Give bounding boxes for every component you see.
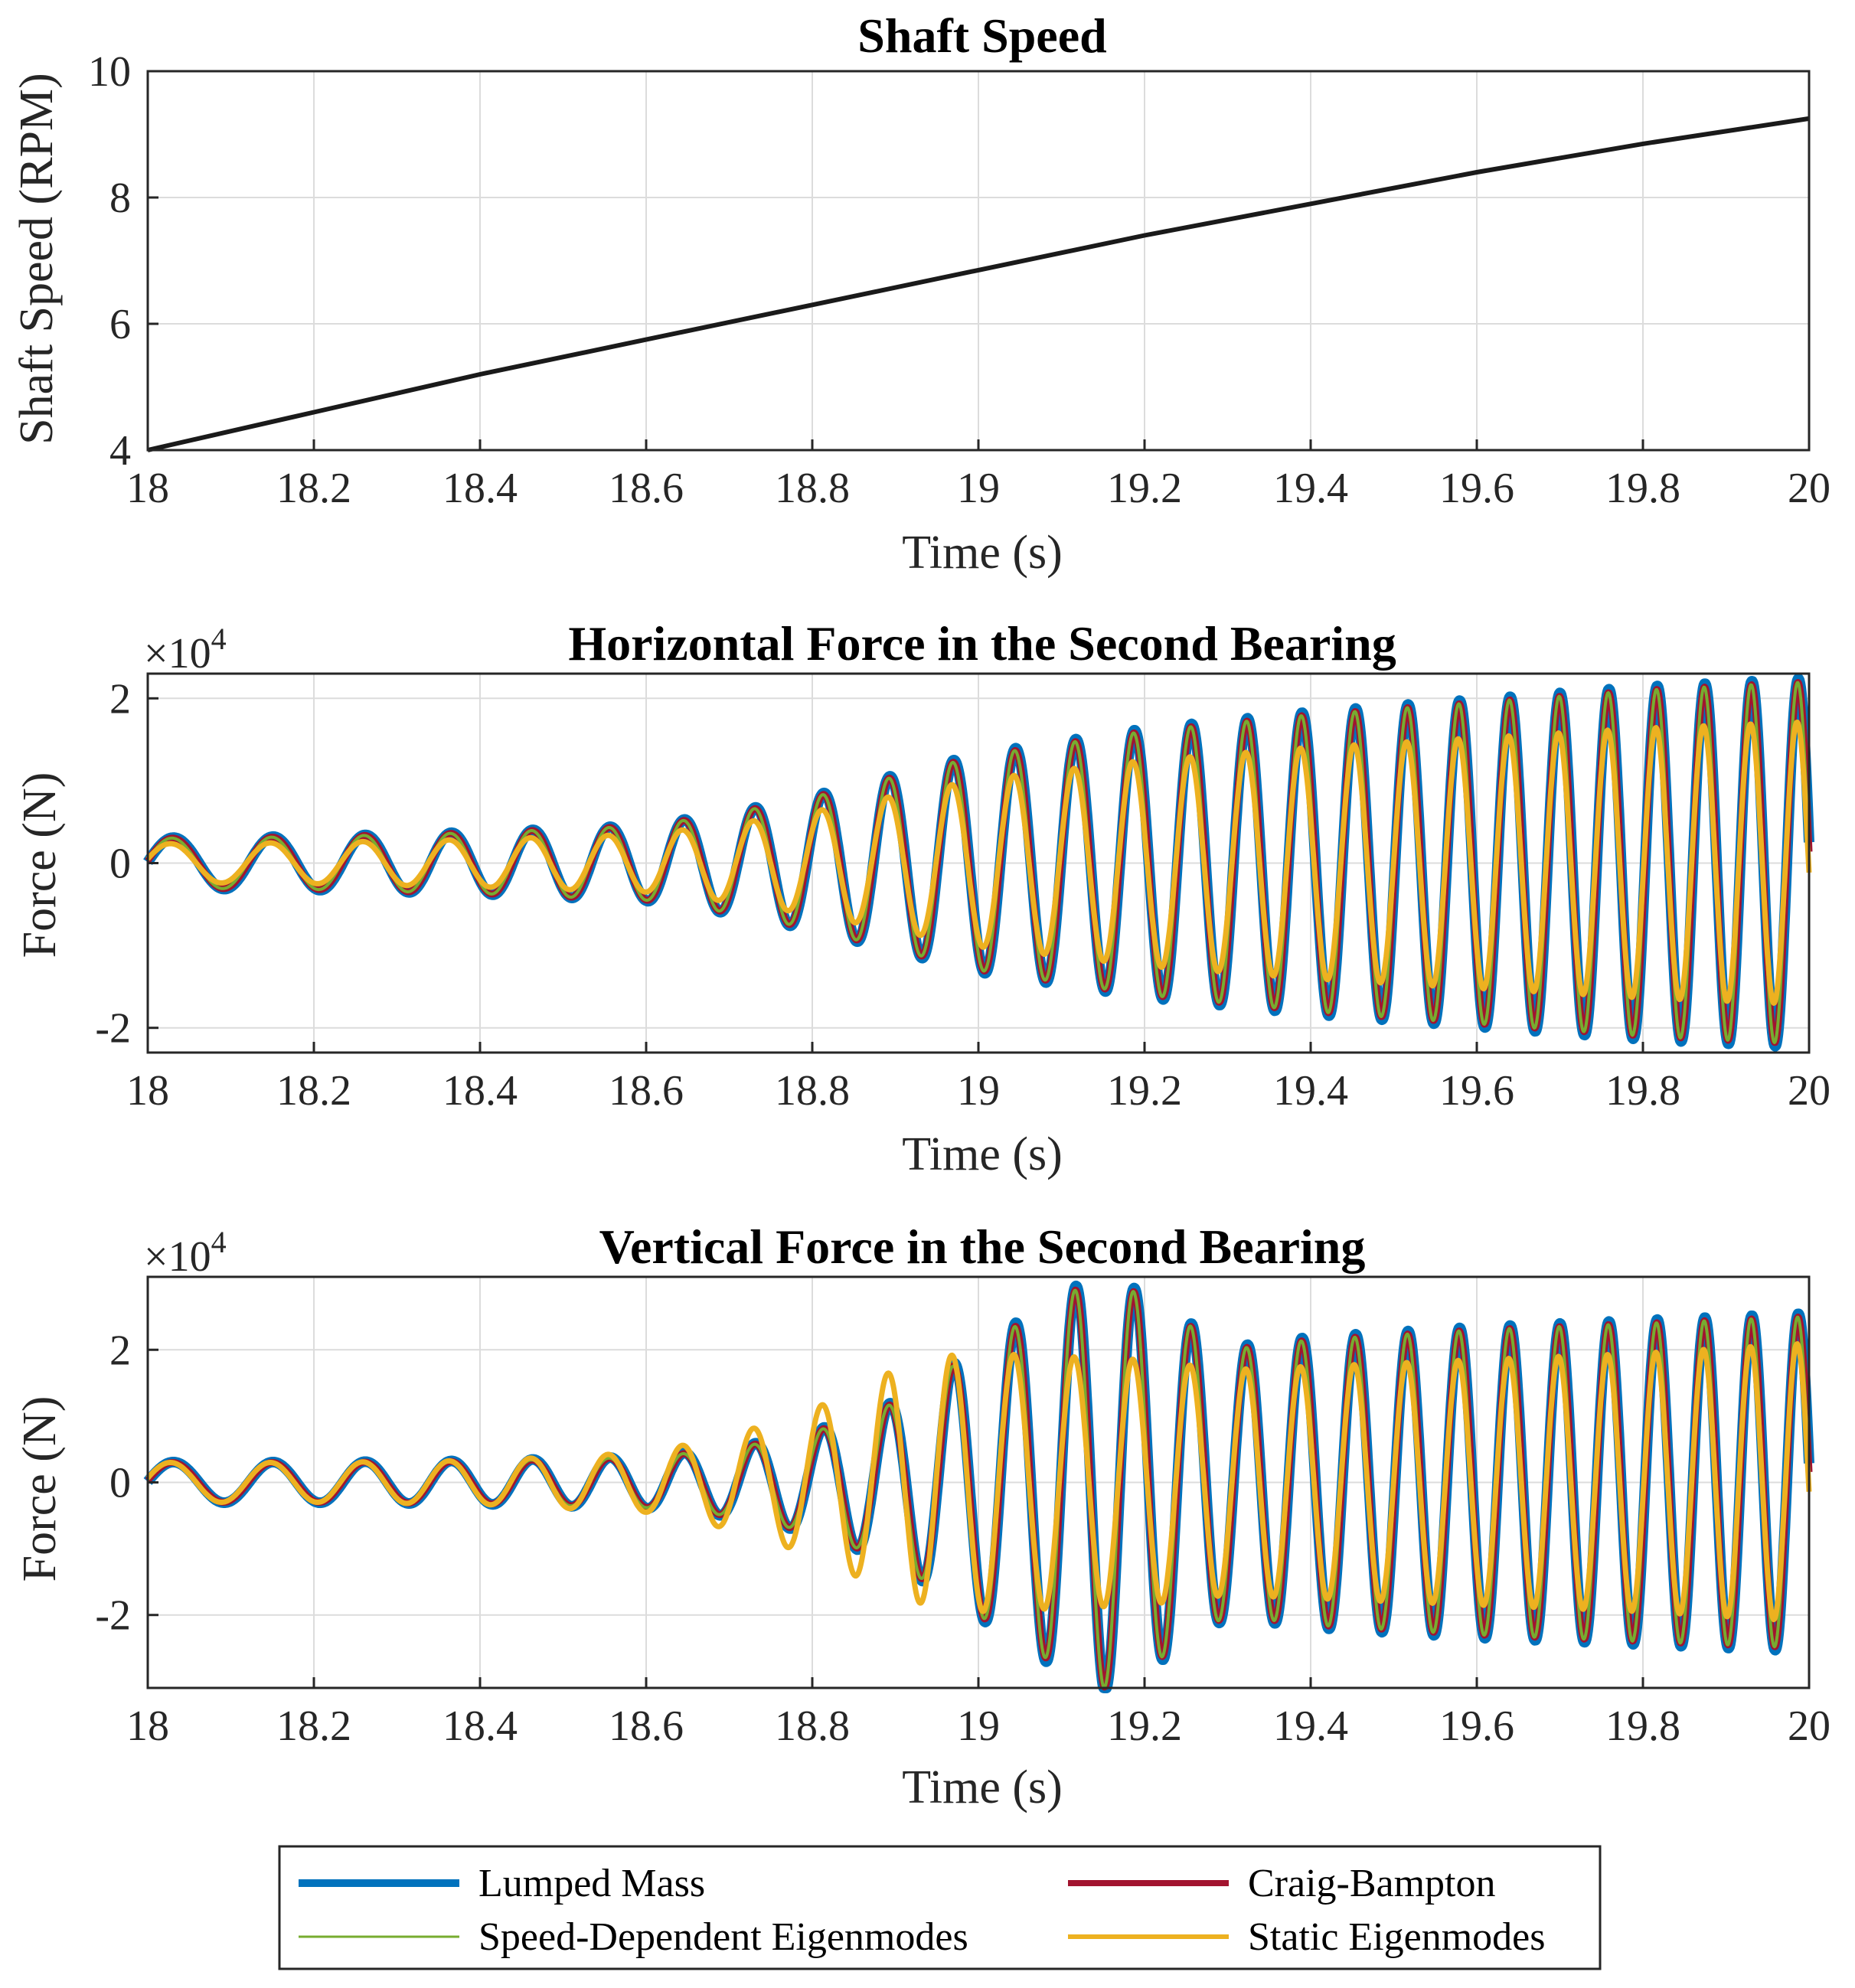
series-static-eigenmodes [145, 720, 1812, 1006]
series-static-eigenmodes [145, 1341, 1812, 1623]
y-multiplier: ×104 [144, 1225, 227, 1281]
x-tick-label: 18 [126, 465, 169, 512]
x-tick-label: 20 [1788, 1702, 1831, 1750]
x-tick-label: 19.2 [1107, 465, 1182, 512]
x-tick-label: 18.4 [443, 1067, 518, 1115]
legend-label-speed-dependent: Speed-Dependent Eigenmodes [478, 1915, 968, 1959]
shaft-speed-panel: Shaft Speed Time (s) Shaft Speed (RPM) 1… [11, 8, 1831, 579]
x-tick-label: 19.2 [1107, 1067, 1182, 1115]
y-tick-label: 4 [109, 427, 131, 475]
x-tick-label: 19.4 [1273, 465, 1348, 512]
y-tick-label: -2 [95, 1005, 131, 1053]
chart-title: Horizontal Force in the Second Bearing [568, 616, 1396, 671]
x-tick-label: 19.8 [1605, 1067, 1680, 1115]
y-tick-label: 10 [88, 48, 131, 96]
y-tick-label: 0 [109, 841, 131, 888]
x-tick-label: 18.6 [609, 1067, 684, 1115]
x-tick-label: 19.2 [1107, 1702, 1182, 1750]
vertical-force-panel: Vertical Force in the Second Bearing Tim… [14, 1219, 1831, 1813]
x-tick-label: 19.4 [1273, 1702, 1348, 1750]
legend: Lumped Mass Craig-Bampton Speed-Dependen… [278, 1845, 1602, 1970]
y-multiplier: ×104 [144, 622, 227, 677]
x-tick-label: 19 [957, 1702, 1000, 1750]
x-tick-label: 18.8 [775, 1067, 850, 1115]
y-tick-label: 2 [109, 675, 131, 723]
horizontal-force-panel: Horizontal Force in the Second Bearing T… [14, 616, 1831, 1180]
x-tick-label: 20 [1788, 465, 1831, 512]
x-tick-label: 18 [126, 1067, 169, 1115]
x-tick-label: 19 [957, 465, 1000, 512]
plot-frame [146, 1275, 1811, 1689]
y-tick-label: 0 [109, 1460, 131, 1507]
y-tick-label: -2 [95, 1592, 131, 1640]
x-tick-label: 19.6 [1439, 465, 1514, 512]
y-axis-label: Shaft Speed (RPM) [11, 73, 63, 445]
plot-frame [146, 672, 1811, 1054]
x-tick-label: 19 [957, 1067, 1000, 1115]
chart-title: Shaft Speed [857, 8, 1106, 63]
x-tick-label: 19.6 [1439, 1067, 1514, 1115]
x-tick-label: 18.2 [276, 465, 351, 512]
x-tick-label: 18.4 [443, 465, 518, 512]
x-tick-label: 19.8 [1605, 1702, 1680, 1750]
series-shaft-speed [147, 116, 1810, 452]
x-tick-label: 18.2 [276, 1702, 351, 1750]
x-tick-label: 20 [1788, 1067, 1831, 1115]
plot-frame [146, 70, 1811, 452]
x-tick-label: 18.4 [443, 1702, 518, 1750]
legend-label-static-eigenmodes: Static Eigenmodes [1248, 1915, 1545, 1959]
x-tick-label: 19.6 [1439, 1702, 1514, 1750]
legend-label-craig-bampton: Craig-Bampton [1248, 1862, 1496, 1905]
legend-label-lumped-mass: Lumped Mass [478, 1862, 705, 1905]
y-tick-label: 2 [109, 1327, 131, 1374]
x-tick-label: 18.2 [276, 1067, 351, 1115]
x-tick-label: 19.4 [1273, 1067, 1348, 1115]
chart-title: Vertical Force in the Second Bearing [599, 1219, 1366, 1274]
x-tick-label: 18.6 [609, 465, 684, 512]
x-axis-label: Time (s) [902, 1128, 1063, 1180]
x-axis-label: Time (s) [902, 1761, 1063, 1813]
y-tick-label: 6 [109, 301, 131, 348]
x-tick-label: 19.8 [1605, 465, 1680, 512]
x-tick-label: 18.8 [775, 465, 850, 512]
y-axis-label: Force (N) [14, 772, 66, 958]
y-tick-label: 8 [109, 175, 131, 222]
x-tick-label: 18.6 [609, 1702, 684, 1750]
x-axis-label: Time (s) [902, 527, 1063, 579]
x-tick-label: 18 [126, 1702, 169, 1750]
x-tick-label: 18.8 [775, 1702, 850, 1750]
y-axis-label: Force (N) [14, 1396, 66, 1582]
legend-box [278, 1845, 1602, 1970]
